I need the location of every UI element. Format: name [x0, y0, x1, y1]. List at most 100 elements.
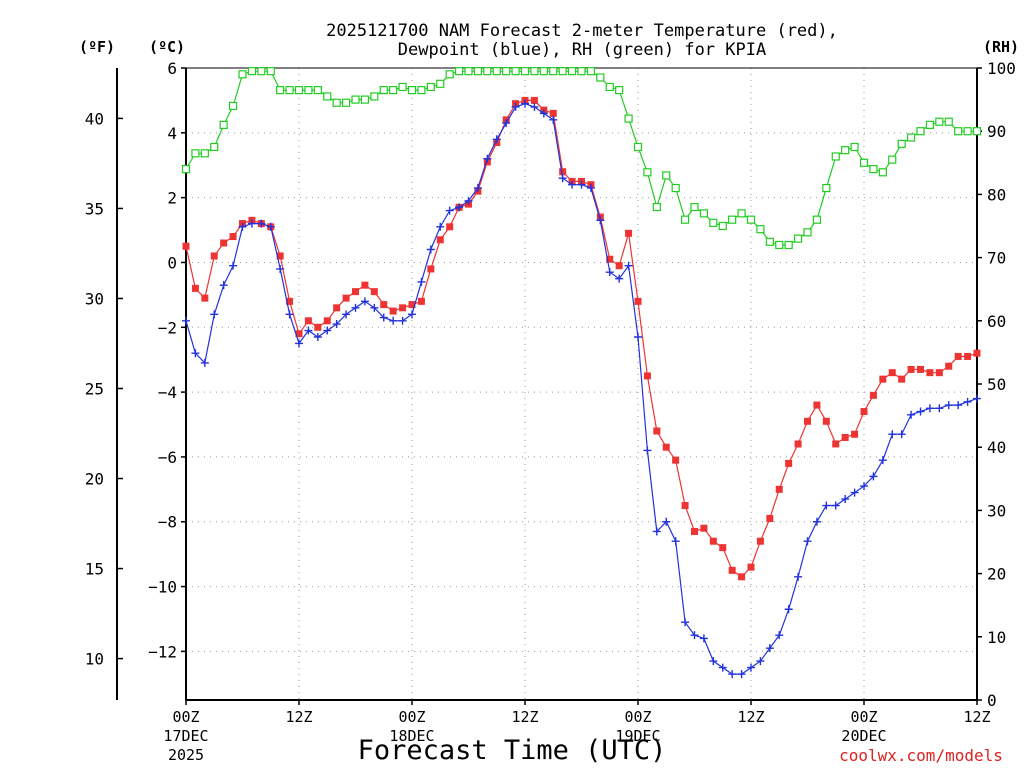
temperature-point	[804, 417, 811, 425]
temperature-point	[766, 515, 774, 523]
dewpoint-point	[954, 401, 963, 410]
rh-point	[775, 240, 784, 250]
dewpoint-point	[455, 203, 464, 212]
rh-point	[549, 67, 558, 76]
temperature-point	[709, 537, 717, 545]
x-tick-date: 17DEC	[163, 727, 208, 745]
rh-point	[944, 117, 953, 126]
temperature-point	[276, 252, 284, 260]
dewpoint-point	[662, 517, 671, 526]
dewpoint-point	[963, 397, 972, 406]
rh-point	[869, 165, 878, 174]
dewpoint-point	[285, 310, 294, 319]
rh-point	[228, 101, 238, 111]
rh-point	[436, 79, 445, 88]
rh-point	[389, 86, 398, 95]
temperature-line	[185, 99, 978, 578]
celsius-tick-label: −12	[148, 642, 177, 661]
rh-point	[586, 67, 596, 76]
dewpoint-point	[558, 174, 567, 183]
temperature-point	[191, 284, 199, 292]
dewpoint-point	[765, 644, 774, 653]
temperature-point	[813, 401, 821, 409]
temperature-point	[643, 372, 651, 380]
dewpoint-point	[925, 404, 934, 413]
dewpoint-point	[775, 631, 784, 640]
dewpoint-point	[266, 222, 275, 231]
rh-point	[784, 240, 793, 250]
rh-point	[850, 142, 859, 152]
rh-point	[972, 127, 982, 136]
rh-point	[841, 146, 850, 155]
dewpoint-point	[436, 222, 445, 231]
temperature-point	[304, 317, 312, 325]
temperature-point	[728, 566, 736, 574]
dewpoint-point	[219, 281, 228, 290]
credit-text: coolwx.com/models	[839, 746, 1003, 765]
rh-point	[803, 228, 812, 237]
rh-tick-label: 50	[987, 375, 1006, 394]
temperature-point	[559, 168, 567, 176]
rh-point	[313, 86, 322, 95]
temperature-point	[389, 307, 397, 315]
celsius-tick-label: −8	[158, 513, 177, 532]
rh-point	[502, 67, 511, 76]
temperature-point	[333, 304, 341, 312]
rh-point	[210, 142, 219, 152]
chart-title-line2: Dewpoint (blue), RH (green) for KPIA	[398, 40, 766, 60]
dewpoint-point	[718, 663, 727, 672]
temperature-point	[785, 459, 793, 467]
rh-series	[181, 67, 982, 250]
rh-point	[266, 67, 275, 76]
rh-point	[191, 149, 200, 158]
dewpoint-point	[313, 333, 322, 342]
rh-point	[417, 86, 426, 95]
dewpoint-point	[624, 261, 633, 270]
dewpoint-point	[841, 495, 850, 504]
temperature-point	[370, 288, 378, 296]
dewpoint-point	[464, 196, 473, 205]
temperature-point	[869, 391, 877, 399]
rh-point	[859, 158, 869, 167]
chart-title-line1: 2025121700 NAM Forecast 2-meter Temperat…	[326, 21, 838, 41]
temperature-point	[352, 288, 359, 296]
dewpoint-point	[492, 135, 501, 144]
dewpoint-point	[728, 670, 737, 679]
rh-point	[276, 86, 285, 95]
x-axis-title: Forecast Time (UTC)	[358, 735, 667, 766]
dewpoint-point	[577, 180, 586, 189]
dewpoint-point	[888, 430, 897, 439]
temperature-point	[634, 297, 642, 305]
x-tick-date: 19DEC	[615, 727, 660, 745]
rh-point	[831, 152, 840, 161]
temperature-point	[662, 443, 670, 451]
celsius-tick-label: 2	[167, 189, 177, 208]
dewpoint-point	[699, 634, 708, 643]
rh-tick-label: 20	[987, 565, 1006, 584]
rh-point	[483, 67, 492, 76]
dewpoint-point	[878, 456, 887, 465]
temperature-point	[888, 369, 896, 377]
dewpoint-point	[671, 537, 680, 546]
rh-point	[643, 168, 652, 177]
rh-tick-label: 30	[987, 501, 1006, 520]
dewpoint-point	[332, 320, 341, 329]
dewpoint-point	[605, 268, 614, 277]
dewpoint-point	[511, 102, 520, 111]
temperature-point	[427, 265, 435, 273]
fahrenheit-tick-label: 15	[85, 560, 104, 579]
rh-point	[793, 234, 803, 243]
temperature-point	[832, 440, 840, 448]
celsius-tick-label: −10	[148, 578, 177, 597]
temperature-point	[653, 427, 661, 435]
rh-point	[247, 67, 257, 76]
temperature-point	[879, 375, 887, 383]
rh-point	[954, 127, 963, 136]
dewpoint-point	[539, 109, 548, 118]
rh-tick-label: 70	[987, 249, 1006, 268]
temperature-point	[700, 524, 708, 532]
dewpoint-point	[652, 527, 661, 536]
temperature-point	[323, 317, 331, 325]
dewpoint-point	[247, 219, 256, 228]
rh-point	[699, 209, 709, 218]
